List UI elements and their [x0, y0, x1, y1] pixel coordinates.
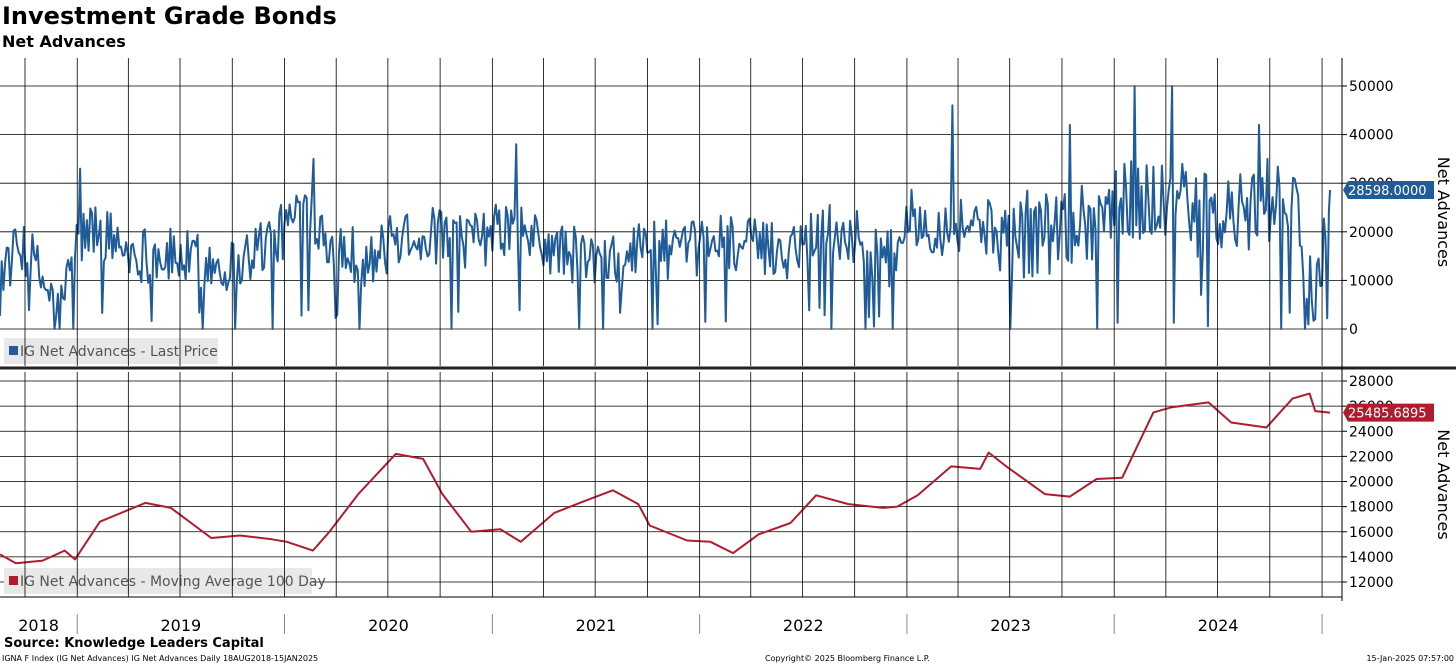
x-tick-label: 2024 — [1198, 616, 1239, 634]
x-tick-label: 2018 — [18, 616, 59, 634]
legend-moving-average: IG Net Advances - Moving Average 100 Day — [20, 574, 326, 590]
y-tick-label: 24000 — [1349, 424, 1394, 440]
y-tick-label: 12000 — [1349, 575, 1394, 591]
series-line-last-price — [0, 85, 1331, 330]
y-tick-label: 20000 — [1349, 475, 1394, 491]
y-tick-label: 22000 — [1349, 449, 1394, 465]
footer-index-info: IGNA F Index (IG Net Advances) IG Net Ad… — [2, 654, 319, 663]
legend-last-price: IG Net Advances - Last Price — [20, 344, 218, 360]
y-tick-label: 14000 — [1349, 550, 1394, 566]
x-tick-label: 2022 — [783, 616, 824, 634]
last-value-badge-top-bg — [1343, 181, 1434, 200]
y-tick-label: 0 — [1349, 322, 1358, 338]
x-tick-label: 2019 — [161, 616, 202, 634]
y-tick-label: 50000 — [1349, 79, 1394, 95]
bottom-panel-bg — [0, 372, 1342, 597]
legend-moving-average-bg — [4, 568, 312, 594]
y-tick-label: 18000 — [1349, 500, 1394, 516]
chart-subtitle: Net Advances — [2, 32, 126, 51]
footer-copyright: Copyright© 2025 Bloomberg Finance L.P. — [765, 654, 930, 663]
y-tick-label: 10000 — [1349, 273, 1394, 289]
footer-timestamp: 15-Jan-2025 07:57:00 — [1366, 654, 1454, 663]
vertical-gridlines — [24, 58, 1323, 597]
y-axis-title: Net Advances — [1434, 429, 1453, 539]
x-tick-label: 2020 — [368, 616, 409, 634]
last-value-badge-bottom-bg — [1343, 403, 1434, 422]
source-note: Source: Knowledge Leaders Capital — [4, 636, 264, 651]
y-tick-label: 28000 — [1349, 374, 1394, 390]
x-tick-label: 2021 — [576, 616, 617, 634]
y-tick-label: 20000 — [1349, 225, 1394, 241]
y-axis-title: Net Advances — [1434, 157, 1453, 267]
y-tick-label: 40000 — [1349, 128, 1394, 144]
bottom-panel: 1200014000160001800020000220002400026000… — [0, 372, 1434, 597]
chart-title: Investment Grade Bonds — [2, 2, 337, 30]
last-value-badge-top: 28598.0000 — [1348, 184, 1427, 199]
last-value-badge-bottom: 25485.6895 — [1348, 407, 1427, 422]
y-tick-label: 16000 — [1349, 525, 1394, 541]
legend-moving-average-swatch — [9, 576, 18, 585]
x-tick-label: 2023 — [990, 616, 1031, 634]
series-line-moving-average — [0, 392, 1331, 565]
legend-last-price-swatch — [9, 346, 18, 355]
x-axis: 2018 2019 2020 2021 2022 2023 2024 — [0, 596, 1342, 634]
legend-last-price-bg — [4, 338, 218, 364]
